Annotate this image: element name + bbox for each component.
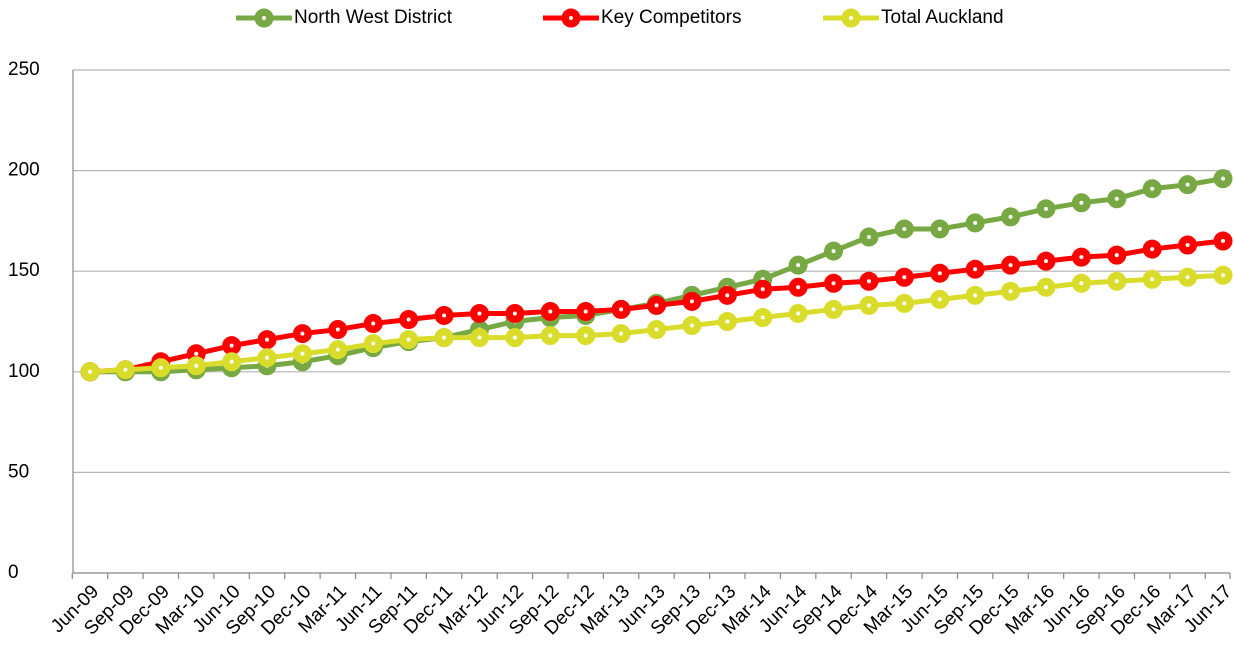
point-center <box>123 367 128 372</box>
point-center <box>654 303 659 308</box>
y-tick-label: 50 <box>8 461 29 482</box>
legend-item: Key Competitors <box>543 7 741 28</box>
point-center <box>335 327 340 332</box>
point-center <box>1114 196 1119 201</box>
point-center <box>796 285 801 290</box>
point-center <box>796 311 801 316</box>
point-center <box>229 343 234 348</box>
point-center <box>760 287 765 292</box>
point-center <box>654 327 659 332</box>
point-center <box>548 333 553 338</box>
point-center <box>796 263 801 268</box>
point-center <box>194 351 199 356</box>
y-tick-label: 0 <box>8 562 19 583</box>
point-center <box>442 313 447 318</box>
point-center <box>973 267 978 272</box>
point-center <box>1079 281 1084 286</box>
point-center <box>406 337 411 342</box>
series <box>80 169 1233 382</box>
point-center <box>1079 200 1084 205</box>
point-center <box>335 347 340 352</box>
point-center <box>937 271 942 276</box>
legend-item: North West District <box>236 7 453 28</box>
point-center <box>831 281 836 286</box>
y-tick-label: 200 <box>8 160 40 181</box>
point-center <box>866 234 871 239</box>
point-center <box>158 365 163 370</box>
legend-label: Key Competitors <box>601 7 741 28</box>
point-center <box>88 369 92 374</box>
point-center <box>689 299 694 304</box>
point-center <box>1043 259 1048 264</box>
point-center <box>725 319 730 324</box>
y-tick-label: 150 <box>8 260 40 281</box>
point-center <box>512 335 517 340</box>
point-center <box>442 335 447 340</box>
legend-marker-center <box>569 16 573 20</box>
legend-marker-center <box>262 16 266 20</box>
point-center <box>866 303 871 308</box>
point-center <box>265 337 270 342</box>
point-center <box>1185 275 1190 280</box>
point-center <box>583 333 588 338</box>
series <box>80 265 1233 382</box>
legend-marker-center <box>849 16 853 20</box>
point-center <box>583 309 588 314</box>
point-center <box>229 359 234 364</box>
point-center <box>371 341 376 346</box>
point-center <box>1043 206 1048 211</box>
point-center <box>973 220 978 225</box>
point-center <box>760 315 765 320</box>
point-center <box>265 355 270 360</box>
legend-label: North West District <box>294 7 453 28</box>
point-center <box>1150 277 1155 282</box>
point-center <box>831 249 836 254</box>
point-center <box>300 331 305 336</box>
point-center <box>406 317 411 322</box>
point-center <box>902 226 907 231</box>
point-center <box>973 293 978 298</box>
point-center <box>1221 273 1225 278</box>
point-center <box>512 311 517 316</box>
legend-item: Total Auckland <box>823 7 1004 28</box>
y-tick-label: 250 <box>8 59 40 80</box>
point-center <box>548 309 553 314</box>
point-center <box>1079 255 1084 260</box>
point-center <box>619 307 624 312</box>
point-center <box>937 226 942 231</box>
point-center <box>1185 243 1190 248</box>
point-center <box>300 351 305 356</box>
point-center <box>1221 176 1225 181</box>
point-center <box>902 275 907 280</box>
point-center <box>1150 186 1155 191</box>
point-center <box>194 363 199 368</box>
point-center <box>1150 247 1155 252</box>
point-center <box>1008 214 1013 219</box>
point-center <box>477 335 482 340</box>
legend-label: Total Auckland <box>881 7 1004 28</box>
point-center <box>371 321 376 326</box>
point-center <box>1185 182 1190 187</box>
point-center <box>689 323 694 328</box>
point-center <box>831 307 836 312</box>
point-center <box>866 279 871 284</box>
point-center <box>1008 289 1013 294</box>
point-center <box>902 301 907 306</box>
point-center <box>1008 263 1013 268</box>
point-center <box>1043 285 1048 290</box>
point-center <box>619 331 624 336</box>
point-center <box>725 293 730 298</box>
point-center <box>1114 279 1119 284</box>
point-center <box>477 311 482 316</box>
point-center <box>937 297 942 302</box>
point-center <box>1114 253 1119 258</box>
y-tick-label: 100 <box>8 361 40 382</box>
point-center <box>1221 239 1225 244</box>
